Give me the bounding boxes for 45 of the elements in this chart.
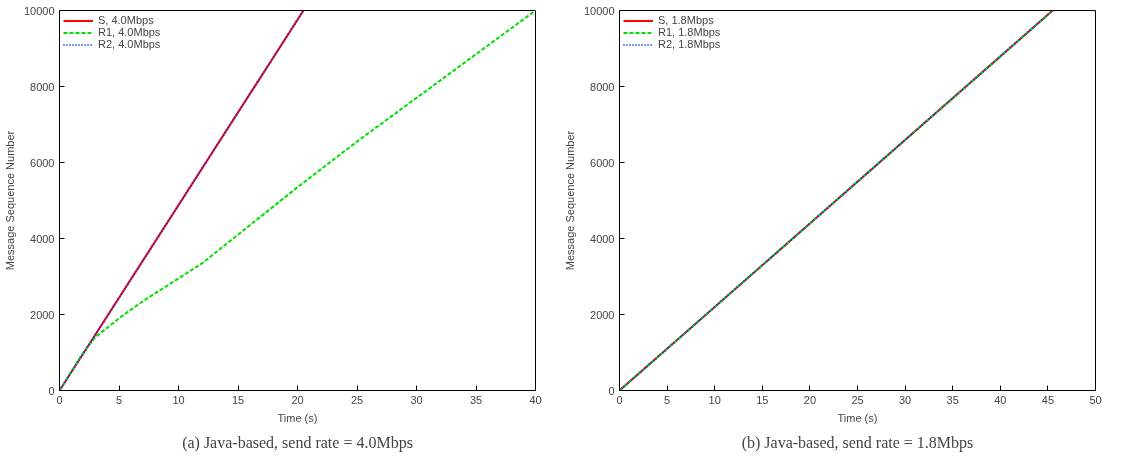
y-tick-label: 2000 — [590, 308, 615, 321]
y-tick-label: 6000 — [590, 156, 615, 169]
legend-label: R1, 4.0Mbps — [98, 26, 161, 38]
y-tick-label: 4000 — [590, 232, 615, 245]
legend-label: R2, 1.8Mbps — [658, 38, 721, 50]
y-tick-label: 8000 — [30, 80, 55, 93]
y-tick-label: 10000 — [23, 4, 55, 17]
x-tick-label: 25 — [851, 393, 864, 406]
x-tick-label: 5 — [115, 393, 123, 406]
x-axis-title: Time (s) — [837, 411, 878, 424]
y-axis-title: Message Sequence Number — [563, 130, 576, 271]
x-tick-label: 50 — [1089, 393, 1102, 406]
x-tick-label: 15 — [756, 393, 769, 406]
legend-label: R1, 1.8Mbps — [658, 26, 721, 38]
x-tick-label: 35 — [469, 393, 483, 406]
x-tick-label: 5 — [664, 393, 671, 406]
y-tick-label: 8000 — [590, 80, 615, 93]
y-axis-title: Message Sequence Number — [3, 130, 16, 271]
text: (a) Java-based, send rate = 4.0Mbps — [182, 433, 413, 452]
x-tick-label: 0 — [616, 393, 623, 406]
y-tick-label: 0 — [608, 384, 615, 397]
legend-label: S, 1.8Mbps — [658, 14, 714, 26]
x-tick-label: 30 — [898, 393, 912, 406]
y-tick-label: 0 — [48, 384, 55, 397]
y-tick-label: 4000 — [30, 232, 55, 245]
text: (b) Java-based, send rate = 1.8Mbps — [741, 433, 974, 452]
y-tick-label: 2000 — [30, 308, 55, 321]
line-series — [59, 10, 536, 391]
x-tick-label: 10 — [708, 393, 721, 406]
x-tick-label: 40 — [529, 393, 542, 406]
x-tick-label: 30 — [410, 393, 423, 406]
y-tick-label: 6000 — [30, 156, 55, 169]
x-tick-label: 35 — [946, 393, 959, 406]
x-axis-title: Time (s) — [277, 411, 318, 424]
x-tick-label: 25 — [350, 393, 364, 406]
x-tick-label: 20 — [803, 393, 817, 406]
x-tick-label: 20 — [291, 393, 304, 406]
legend-label: S, 4.0Mbps — [98, 14, 154, 26]
x-tick-label: 40 — [994, 393, 1007, 406]
x-tick-label: 15 — [231, 393, 245, 406]
legend-label: R2, 4.0Mbps — [98, 38, 161, 50]
x-tick-label: 10 — [172, 393, 185, 406]
x-tick-label: 0 — [56, 393, 63, 406]
x-tick-label: 45 — [1041, 393, 1055, 406]
y-tick-label: 10000 — [583, 4, 615, 17]
